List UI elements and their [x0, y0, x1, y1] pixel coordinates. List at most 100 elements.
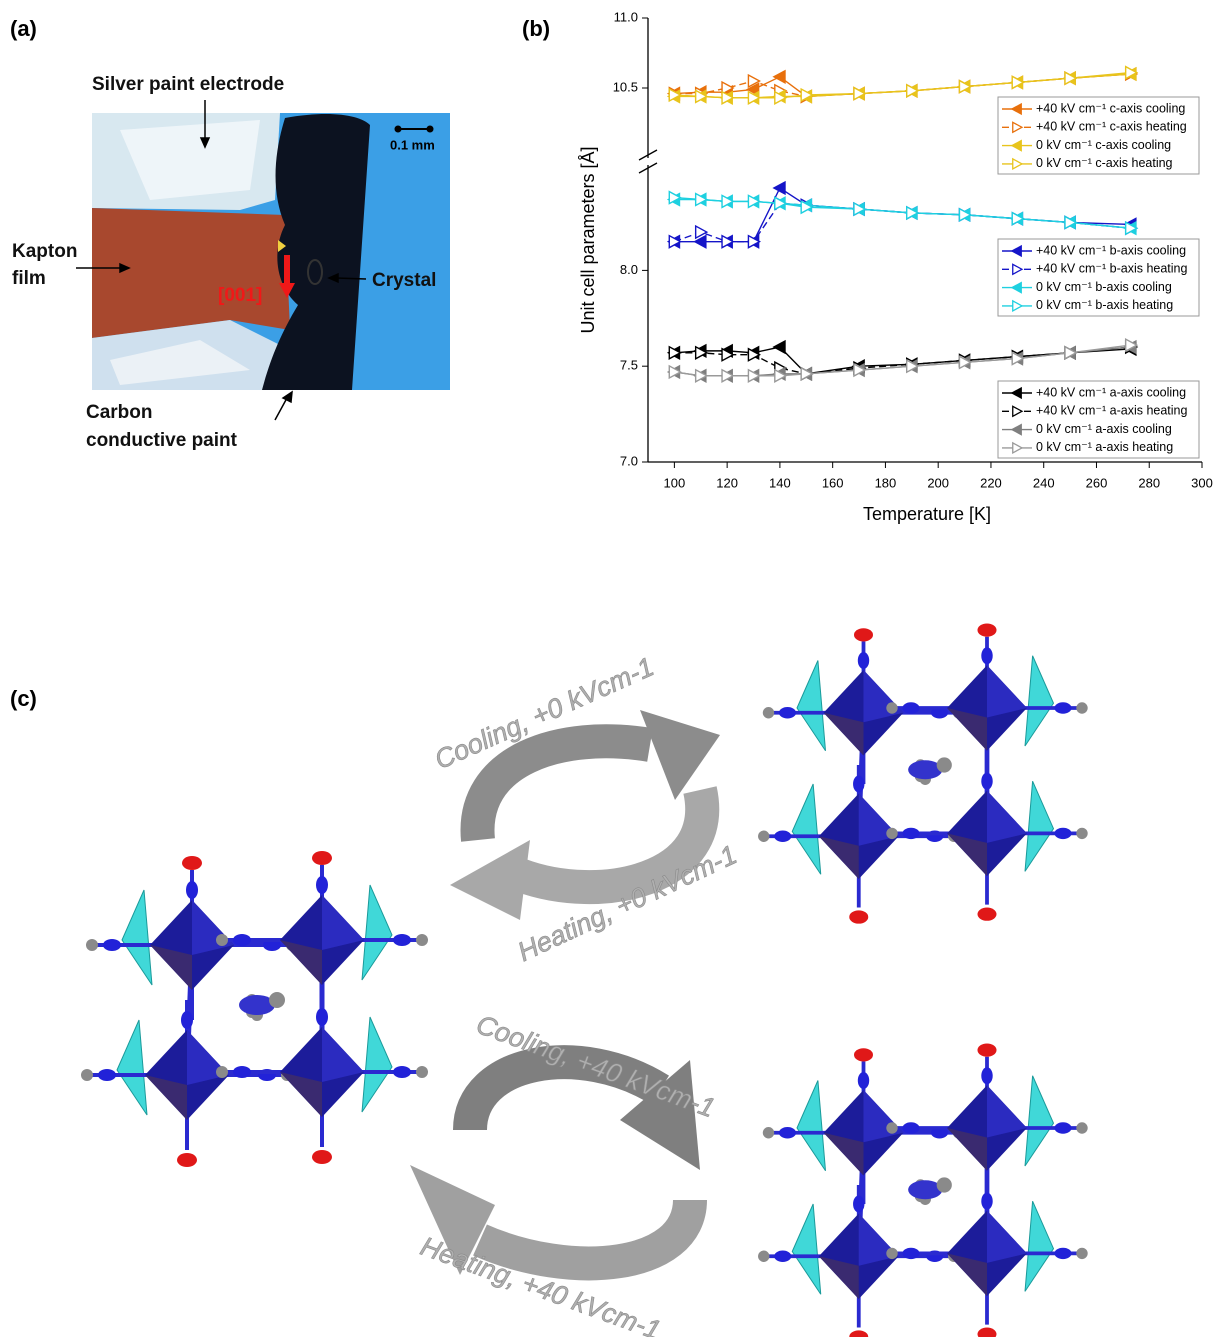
series-line [674, 188, 1130, 242]
nitrogen [233, 1066, 251, 1078]
cycle-arrowhead [640, 710, 720, 800]
x-tick-label: 280 [1138, 475, 1160, 490]
nitrogen [779, 707, 796, 718]
tetrahedron [362, 1017, 392, 1112]
nitrogen [1054, 1248, 1071, 1259]
nitrogen [902, 1248, 919, 1259]
panel-label: (c) [10, 686, 37, 711]
carbon [1076, 1248, 1087, 1259]
x-tick-label: 120 [716, 475, 738, 490]
tetrahedron [1025, 781, 1054, 871]
legend-label: 0 kV cm⁻¹ b-axis heating [1036, 298, 1173, 312]
oxygen [978, 908, 997, 921]
marker [774, 182, 785, 194]
oxygen [177, 1153, 197, 1167]
annotation: Carbon [86, 402, 153, 423]
tetrahedron [797, 1081, 826, 1171]
tetrahedron [792, 1204, 821, 1294]
direction-label: [001] [218, 285, 262, 306]
tetrahedron [122, 890, 152, 985]
annotation: Kapton [12, 241, 77, 262]
cycle-label: Heating, +0 kVcm-1 [513, 839, 741, 967]
nitrogen [779, 1127, 796, 1138]
tetrahedron [797, 661, 826, 751]
nitrogen [98, 1069, 116, 1081]
oxygen [854, 1048, 873, 1061]
oxygen [854, 628, 873, 641]
x-axis-label: Temperature [K] [863, 504, 991, 524]
y-axis-label: Unit cell parameters [Å] [578, 146, 598, 333]
y-tick-label: 7.0 [620, 453, 638, 468]
series-line [674, 345, 1130, 376]
carbon [886, 1248, 897, 1259]
nitrogen [1054, 702, 1071, 713]
guest-atom [269, 992, 285, 1008]
carbon [763, 707, 774, 718]
tetrahedron [1025, 1201, 1054, 1291]
nitrogen [902, 828, 919, 839]
nitrogen [393, 934, 411, 946]
legend-label: +40 kV cm⁻¹ a-axis heating [1036, 404, 1188, 418]
series-line [674, 199, 1130, 228]
carbon [886, 828, 897, 839]
guest-atom [937, 1177, 952, 1192]
nitrogen [902, 1122, 919, 1133]
series-line [674, 74, 1130, 96]
nitrogen [1054, 828, 1071, 839]
nitrogen [981, 773, 992, 790]
carbon [758, 1251, 769, 1262]
x-tick-label: 140 [769, 475, 791, 490]
carbon [758, 831, 769, 842]
y-tick-label: 7.5 [620, 358, 638, 373]
structures [81, 623, 1088, 1337]
carbon [1076, 1122, 1087, 1133]
legend-label: +40 kV cm⁻¹ a-axis cooling [1036, 385, 1186, 399]
nitrogen [774, 1251, 791, 1262]
cycle-arrow [478, 741, 650, 840]
legend-label: +40 kV cm⁻¹ b-axis heating [1036, 262, 1188, 276]
legend-label: 0 kV cm⁻¹ c-axis heating [1036, 156, 1173, 170]
tetrahedron [362, 885, 392, 980]
tetrahedron [792, 784, 821, 874]
nitrogen [858, 652, 869, 669]
crystal-electrodes [262, 114, 370, 390]
nitrogen [316, 876, 328, 894]
series-line [674, 74, 1130, 96]
carbon [81, 1069, 93, 1081]
y-tick-label: 11.0 [614, 9, 638, 24]
nitrogen [981, 1193, 992, 1210]
oxygen [849, 1330, 868, 1337]
series-line [674, 198, 1130, 229]
nitrogen [858, 1072, 869, 1089]
carbon [1076, 702, 1087, 713]
y-tick-label: 8.0 [620, 262, 638, 277]
carbon [886, 702, 897, 713]
marker [774, 71, 785, 83]
x-tick-label: 160 [822, 475, 844, 490]
panel-label: (a) [10, 16, 37, 41]
guest-atom [937, 757, 952, 772]
marker [774, 341, 785, 353]
series-line [674, 347, 1130, 374]
annotation: film [12, 268, 46, 289]
carbon [86, 939, 98, 951]
carbon [763, 1127, 774, 1138]
nitrogen [1054, 1122, 1071, 1133]
legend-label: 0 kV cm⁻¹ a-axis cooling [1036, 422, 1172, 436]
oxygen [312, 1150, 332, 1164]
photo [92, 113, 450, 390]
x-tick-label: 180 [875, 475, 897, 490]
annotation: conductive paint [86, 430, 238, 451]
oxygen [978, 623, 997, 636]
nitrogen [981, 647, 992, 664]
nitrogen [853, 775, 864, 792]
oxygen [312, 851, 332, 865]
nitrogen [774, 831, 791, 842]
series-line [674, 74, 1130, 98]
carbon [416, 1066, 428, 1078]
x-tick-label: 260 [1086, 475, 1108, 490]
chart: 1001201401601802002202402602803007.07.58… [578, 9, 1213, 523]
legend-label: +40 kV cm⁻¹ c-axis cooling [1036, 101, 1185, 115]
kapton-film [92, 208, 290, 338]
carbon [886, 1122, 897, 1133]
